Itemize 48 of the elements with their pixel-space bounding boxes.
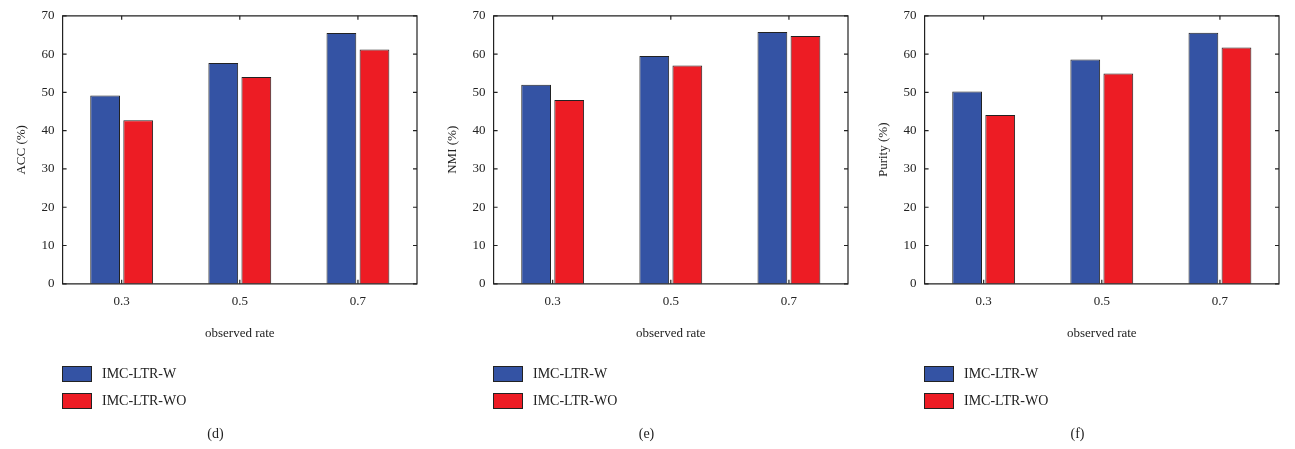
x-axis-title: observed rate xyxy=(635,324,706,340)
x-tick-label: 0.5 xyxy=(662,293,679,309)
y-tick-label: 70 xyxy=(41,7,55,23)
y-axis-title: ACC (%) xyxy=(13,125,29,175)
y-tick-label: 70 xyxy=(903,7,917,23)
y-tick-label: 50 xyxy=(472,83,486,99)
y-tick-label: 50 xyxy=(41,83,55,99)
x-tick-label: 0.5 xyxy=(231,293,248,309)
y-tick-label: 50 xyxy=(903,83,917,99)
y-axis-title: NMI (%) xyxy=(444,125,460,174)
x-tick-label: 0.7 xyxy=(1211,293,1229,309)
y-tick-label: 60 xyxy=(903,45,917,61)
x-tick-label: 0.3 xyxy=(975,293,992,309)
legend-label: IMC-LTR-WO xyxy=(533,392,618,409)
y-axis-title: Purity (%) xyxy=(875,122,891,178)
y-tick-label: 10 xyxy=(41,236,55,252)
y-tick-label: 30 xyxy=(41,160,55,176)
y-tick-label: 20 xyxy=(472,198,486,214)
y-tick-label: 10 xyxy=(903,236,917,252)
y-tick-label: 60 xyxy=(472,45,486,61)
y-tick-label: 0 xyxy=(48,275,55,291)
y-tick-label: 0 xyxy=(479,275,486,291)
legend-label: IMC-LTR-WO xyxy=(102,392,187,409)
text: (d) xyxy=(207,426,224,442)
text: (f) xyxy=(1070,426,1085,442)
legend-label: IMC-LTR-W xyxy=(964,365,1039,382)
x-tick-label: 0.7 xyxy=(780,293,798,309)
legend-label: IMC-LTR-WO xyxy=(964,392,1049,409)
y-tick-label: 30 xyxy=(472,160,486,176)
x-tick-label: 0.3 xyxy=(113,293,130,309)
y-tick-label: 40 xyxy=(472,122,486,138)
y-tick-label: 70 xyxy=(472,7,486,23)
y-tick-label: 40 xyxy=(903,122,917,138)
x-tick-label: 0.7 xyxy=(349,293,367,309)
text: (e) xyxy=(638,426,655,442)
y-tick-label: 20 xyxy=(903,198,917,214)
y-tick-label: 30 xyxy=(903,160,917,176)
y-tick-label: 40 xyxy=(41,122,55,138)
x-tick-label: 0.5 xyxy=(1093,293,1110,309)
legend-label: IMC-LTR-W xyxy=(102,365,177,382)
x-axis-title: observed rate xyxy=(1066,324,1137,340)
y-tick-label: 20 xyxy=(41,198,55,214)
x-axis-title: observed rate xyxy=(204,324,275,340)
legend-label: IMC-LTR-W xyxy=(533,365,608,382)
y-tick-label: 10 xyxy=(472,236,486,252)
x-tick-label: 0.3 xyxy=(544,293,561,309)
y-tick-label: 60 xyxy=(41,45,55,61)
y-tick-label: 0 xyxy=(910,275,917,291)
